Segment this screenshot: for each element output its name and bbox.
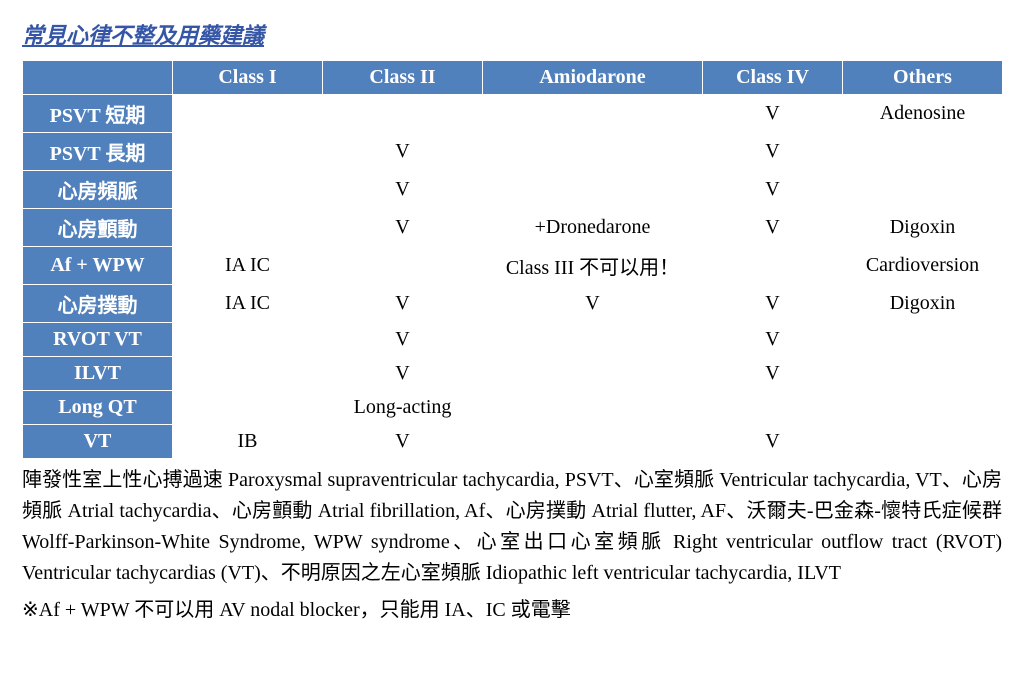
table-row: PSVT 長期 V V bbox=[23, 133, 1003, 171]
row-label: VT bbox=[23, 425, 173, 459]
table-row: 心房頻脈 V V bbox=[23, 171, 1003, 209]
cell: V bbox=[323, 425, 483, 459]
cell: V bbox=[703, 323, 843, 357]
cell bbox=[173, 171, 323, 209]
col-header-amiodarone: Amiodarone bbox=[483, 61, 703, 95]
col-header-class-ii: Class II bbox=[323, 61, 483, 95]
cell bbox=[483, 323, 703, 357]
cell: Adenosine bbox=[843, 95, 1003, 133]
cell bbox=[173, 323, 323, 357]
row-label: Af + WPW bbox=[23, 247, 173, 285]
cell: V bbox=[703, 95, 843, 133]
page-title: 常見心律不整及用藥建議 bbox=[22, 18, 1002, 50]
row-label: PSVT 長期 bbox=[23, 133, 173, 171]
col-header-class-i: Class I bbox=[173, 61, 323, 95]
cell bbox=[173, 357, 323, 391]
table-row: Af + WPW IA IC Class III 不可以用！ Cardiover… bbox=[23, 247, 1003, 285]
cell bbox=[843, 171, 1003, 209]
arrhythmia-drug-table: Class I Class II Amiodarone Class IV Oth… bbox=[22, 60, 1003, 459]
table-row: ILVT V V bbox=[23, 357, 1003, 391]
cell: V bbox=[323, 133, 483, 171]
cell: Class III 不可以用！ bbox=[483, 247, 703, 285]
cell bbox=[483, 95, 703, 133]
cell bbox=[483, 171, 703, 209]
cell: IA IC bbox=[173, 247, 323, 285]
cell: V bbox=[323, 285, 483, 323]
row-label: 心房撲動 bbox=[23, 285, 173, 323]
cell bbox=[843, 425, 1003, 459]
cell bbox=[483, 357, 703, 391]
cell bbox=[483, 133, 703, 171]
cell: V bbox=[323, 357, 483, 391]
cell: Long-acting bbox=[323, 391, 483, 425]
definitions-paragraph: 陣發性室上性心搏過速 Paroxysmal supraventricular t… bbox=[22, 465, 1002, 589]
col-header-others: Others bbox=[843, 61, 1003, 95]
cell bbox=[483, 425, 703, 459]
col-header-class-iv: Class IV bbox=[703, 61, 843, 95]
row-label: Long QT bbox=[23, 391, 173, 425]
row-label: ILVT bbox=[23, 357, 173, 391]
cell bbox=[173, 209, 323, 247]
cell bbox=[483, 391, 703, 425]
cell bbox=[843, 323, 1003, 357]
table-header-row: Class I Class II Amiodarone Class IV Oth… bbox=[23, 61, 1003, 95]
cell bbox=[173, 391, 323, 425]
row-label: 心房顫動 bbox=[23, 209, 173, 247]
cell: V bbox=[703, 209, 843, 247]
table-row: Long QT Long-acting bbox=[23, 391, 1003, 425]
cell bbox=[323, 95, 483, 133]
cell bbox=[843, 357, 1003, 391]
cell bbox=[703, 391, 843, 425]
cell: V bbox=[703, 285, 843, 323]
cell bbox=[843, 391, 1003, 425]
table-row: 心房撲動 IA IC V V V Digoxin bbox=[23, 285, 1003, 323]
table-row: PSVT 短期 V Adenosine bbox=[23, 95, 1003, 133]
row-label: RVOT VT bbox=[23, 323, 173, 357]
cell: IA IC bbox=[173, 285, 323, 323]
cell: V bbox=[703, 133, 843, 171]
table-row: 心房顫動 V +Dronedarone V Digoxin bbox=[23, 209, 1003, 247]
cell: V bbox=[703, 425, 843, 459]
cell bbox=[323, 247, 483, 285]
cell: V bbox=[483, 285, 703, 323]
cell bbox=[703, 247, 843, 285]
cell: IB bbox=[173, 425, 323, 459]
col-header-blank bbox=[23, 61, 173, 95]
table-row: VT IB V V bbox=[23, 425, 1003, 459]
cell: Cardioversion bbox=[843, 247, 1003, 285]
cell: V bbox=[323, 323, 483, 357]
cell bbox=[843, 133, 1003, 171]
cell bbox=[173, 95, 323, 133]
cell: Digoxin bbox=[843, 209, 1003, 247]
cell bbox=[173, 133, 323, 171]
row-label: PSVT 短期 bbox=[23, 95, 173, 133]
warning-note: ※Af + WPW 不可以用 AV nodal blocker，只能用 IA、I… bbox=[22, 595, 1002, 626]
cell: V bbox=[323, 171, 483, 209]
cell: Digoxin bbox=[843, 285, 1003, 323]
cell: V bbox=[703, 171, 843, 209]
row-label: 心房頻脈 bbox=[23, 171, 173, 209]
table-row: RVOT VT V V bbox=[23, 323, 1003, 357]
cell: V bbox=[703, 357, 843, 391]
cell: V bbox=[323, 209, 483, 247]
cell: +Dronedarone bbox=[483, 209, 703, 247]
